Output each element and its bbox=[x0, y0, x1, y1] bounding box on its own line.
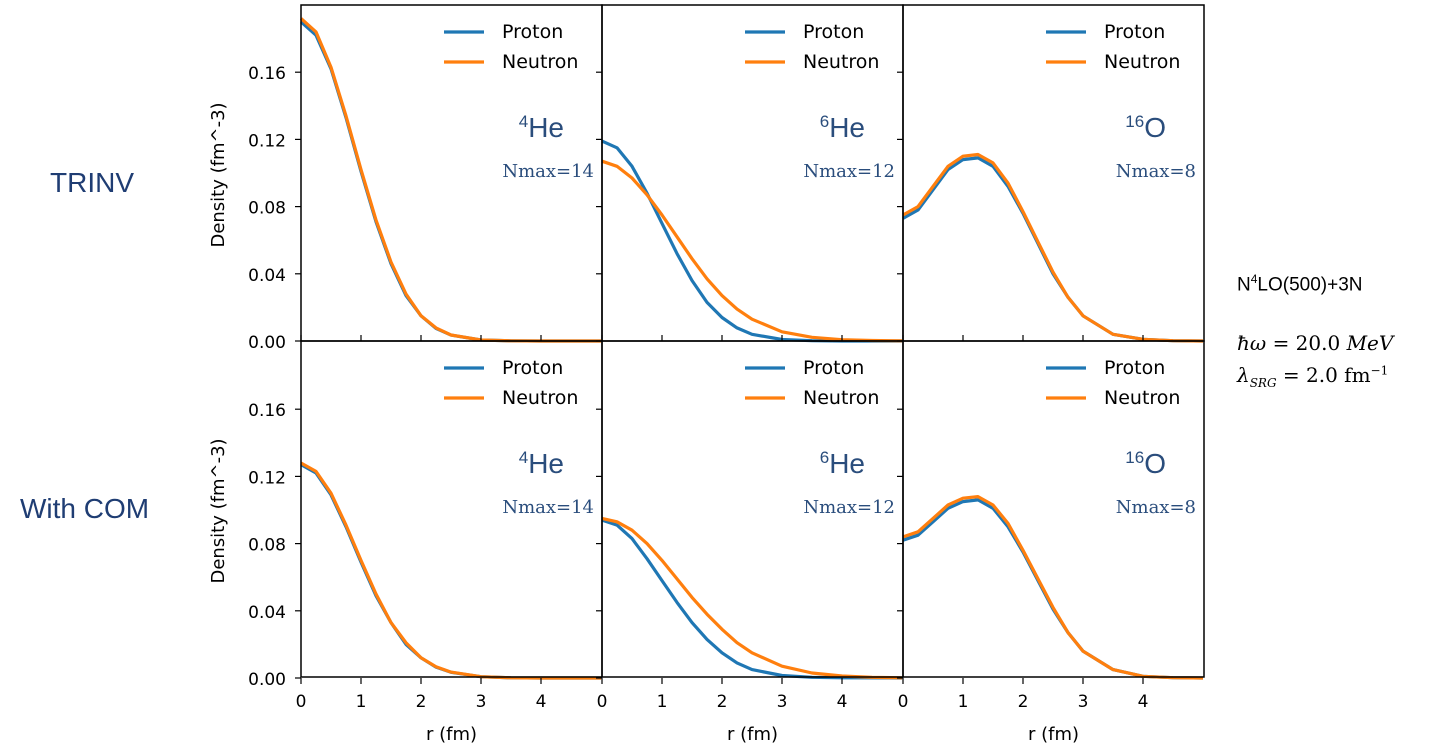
y-tick-label-row-0-2: 0.08 bbox=[248, 199, 286, 219]
nmax-label-panel-3: Nmax=14 bbox=[502, 497, 594, 518]
interaction-model-label: N4LO(500)+3N bbox=[1237, 272, 1363, 296]
hbar-omega-label: ħω = 20.0 MeV bbox=[1237, 331, 1394, 355]
x-tick-label-col-2-4: 4 bbox=[1138, 692, 1149, 712]
x-tick-label-col-2-1: 1 bbox=[958, 692, 969, 712]
density-line-neutron-panel-3 bbox=[300, 461, 601, 680]
legend-label-neutron-panel-3: Neutron bbox=[502, 387, 578, 409]
nucleus-label-panel-5: 16O bbox=[1125, 448, 1166, 479]
x-tick-label-col-0-3: 3 bbox=[476, 692, 487, 712]
x-tick-label-col-1-4: 4 bbox=[837, 692, 848, 712]
y-tick-label-row-1-1: 0.04 bbox=[248, 603, 286, 623]
x-tick-label-col-0-2: 2 bbox=[416, 692, 427, 712]
x-tick-label-col-2-2: 2 bbox=[1018, 692, 1029, 712]
y-tick-label-row-1-4: 0.16 bbox=[248, 401, 286, 421]
y-tick-label-row-1-0: 0.00 bbox=[248, 670, 286, 690]
x-axis-label-col-0: r (fm) bbox=[426, 724, 477, 745]
x-tick-label-col-0-0: 0 bbox=[296, 692, 307, 712]
nucleus-label-panel-1: 6He bbox=[820, 112, 865, 143]
density-line-neutron-panel-1 bbox=[601, 159, 903, 343]
nmax-label-panel-5: Nmax=8 bbox=[1116, 497, 1196, 518]
nmax-label-panel-2: Nmax=8 bbox=[1116, 161, 1196, 182]
nmax-label-panel-1: Nmax=12 bbox=[803, 161, 895, 182]
legend-label-proton-panel-4: Proton bbox=[803, 357, 864, 379]
density-line-neutron-panel-5 bbox=[902, 495, 1204, 680]
x-axis-label-col-2: r (fm) bbox=[1028, 724, 1079, 745]
lambda-srg-label: λSRG = 2.0 fm−1 bbox=[1237, 363, 1389, 390]
y-axis-label-row-0: Density (fm^-3) bbox=[208, 102, 229, 247]
y-tick-label-row-1-3: 0.12 bbox=[248, 468, 286, 488]
y-tick-label-row-0-3: 0.12 bbox=[248, 131, 286, 151]
row-label-with-com: With COM bbox=[20, 493, 150, 524]
density-line-neutron-panel-2 bbox=[902, 152, 1204, 343]
y-axis-label-row-1: Density (fm^-3) bbox=[208, 438, 229, 583]
x-tick-label-col-1-0: 0 bbox=[597, 692, 608, 712]
legend-label-proton-panel-5: Proton bbox=[1104, 357, 1165, 379]
y-tick-label-row-0-1: 0.04 bbox=[248, 266, 286, 286]
y-tick-label-row-1-2: 0.08 bbox=[248, 536, 286, 556]
row-label-trinv: TRINV bbox=[50, 167, 134, 198]
legend-label-proton-panel-3: Proton bbox=[502, 357, 563, 379]
y-tick-label-row-0-4: 0.16 bbox=[248, 64, 286, 84]
x-tick-label-col-0-4: 4 bbox=[536, 692, 547, 712]
x-tick-label-col-2-3: 3 bbox=[1078, 692, 1089, 712]
x-tick-label-col-0-1: 1 bbox=[356, 692, 367, 712]
legend-label-neutron-panel-5: Neutron bbox=[1104, 387, 1180, 409]
legend-label-proton-panel-1: Proton bbox=[803, 21, 864, 43]
legend-label-neutron-panel-0: Neutron bbox=[502, 51, 578, 73]
x-tick-label-col-1-2: 2 bbox=[717, 692, 728, 712]
density-line-proton-panel-5 bbox=[902, 498, 1204, 680]
nmax-label-panel-4: Nmax=12 bbox=[803, 497, 895, 518]
legend-label-neutron-panel-2: Neutron bbox=[1104, 51, 1180, 73]
x-tick-label-col-1-3: 3 bbox=[777, 692, 788, 712]
nucleus-label-panel-2: 16O bbox=[1125, 112, 1166, 143]
x-tick-label-col-2-0: 0 bbox=[898, 692, 909, 712]
nucleus-label-panel-3: 4He bbox=[519, 448, 564, 479]
legend-label-proton-panel-0: Proton bbox=[502, 21, 563, 43]
density-line-proton-panel-2 bbox=[902, 156, 1204, 343]
nucleus-label-panel-0: 4He bbox=[519, 112, 564, 143]
y-tick-label-row-0-0: 0.00 bbox=[248, 333, 286, 353]
legend-label-neutron-panel-1: Neutron bbox=[803, 51, 879, 73]
nmax-label-panel-0: Nmax=14 bbox=[502, 161, 594, 182]
legend-label-neutron-panel-4: Neutron bbox=[803, 387, 879, 409]
legend-label-proton-panel-2: Proton bbox=[1104, 21, 1165, 43]
panel-frame-1-2 bbox=[902, 340, 1205, 678]
nucleus-label-panel-4: 6He bbox=[820, 448, 865, 479]
x-axis-label-col-1: r (fm) bbox=[727, 724, 778, 745]
x-tick-label-col-1-1: 1 bbox=[657, 692, 668, 712]
density-line-neutron-panel-4 bbox=[601, 516, 903, 680]
